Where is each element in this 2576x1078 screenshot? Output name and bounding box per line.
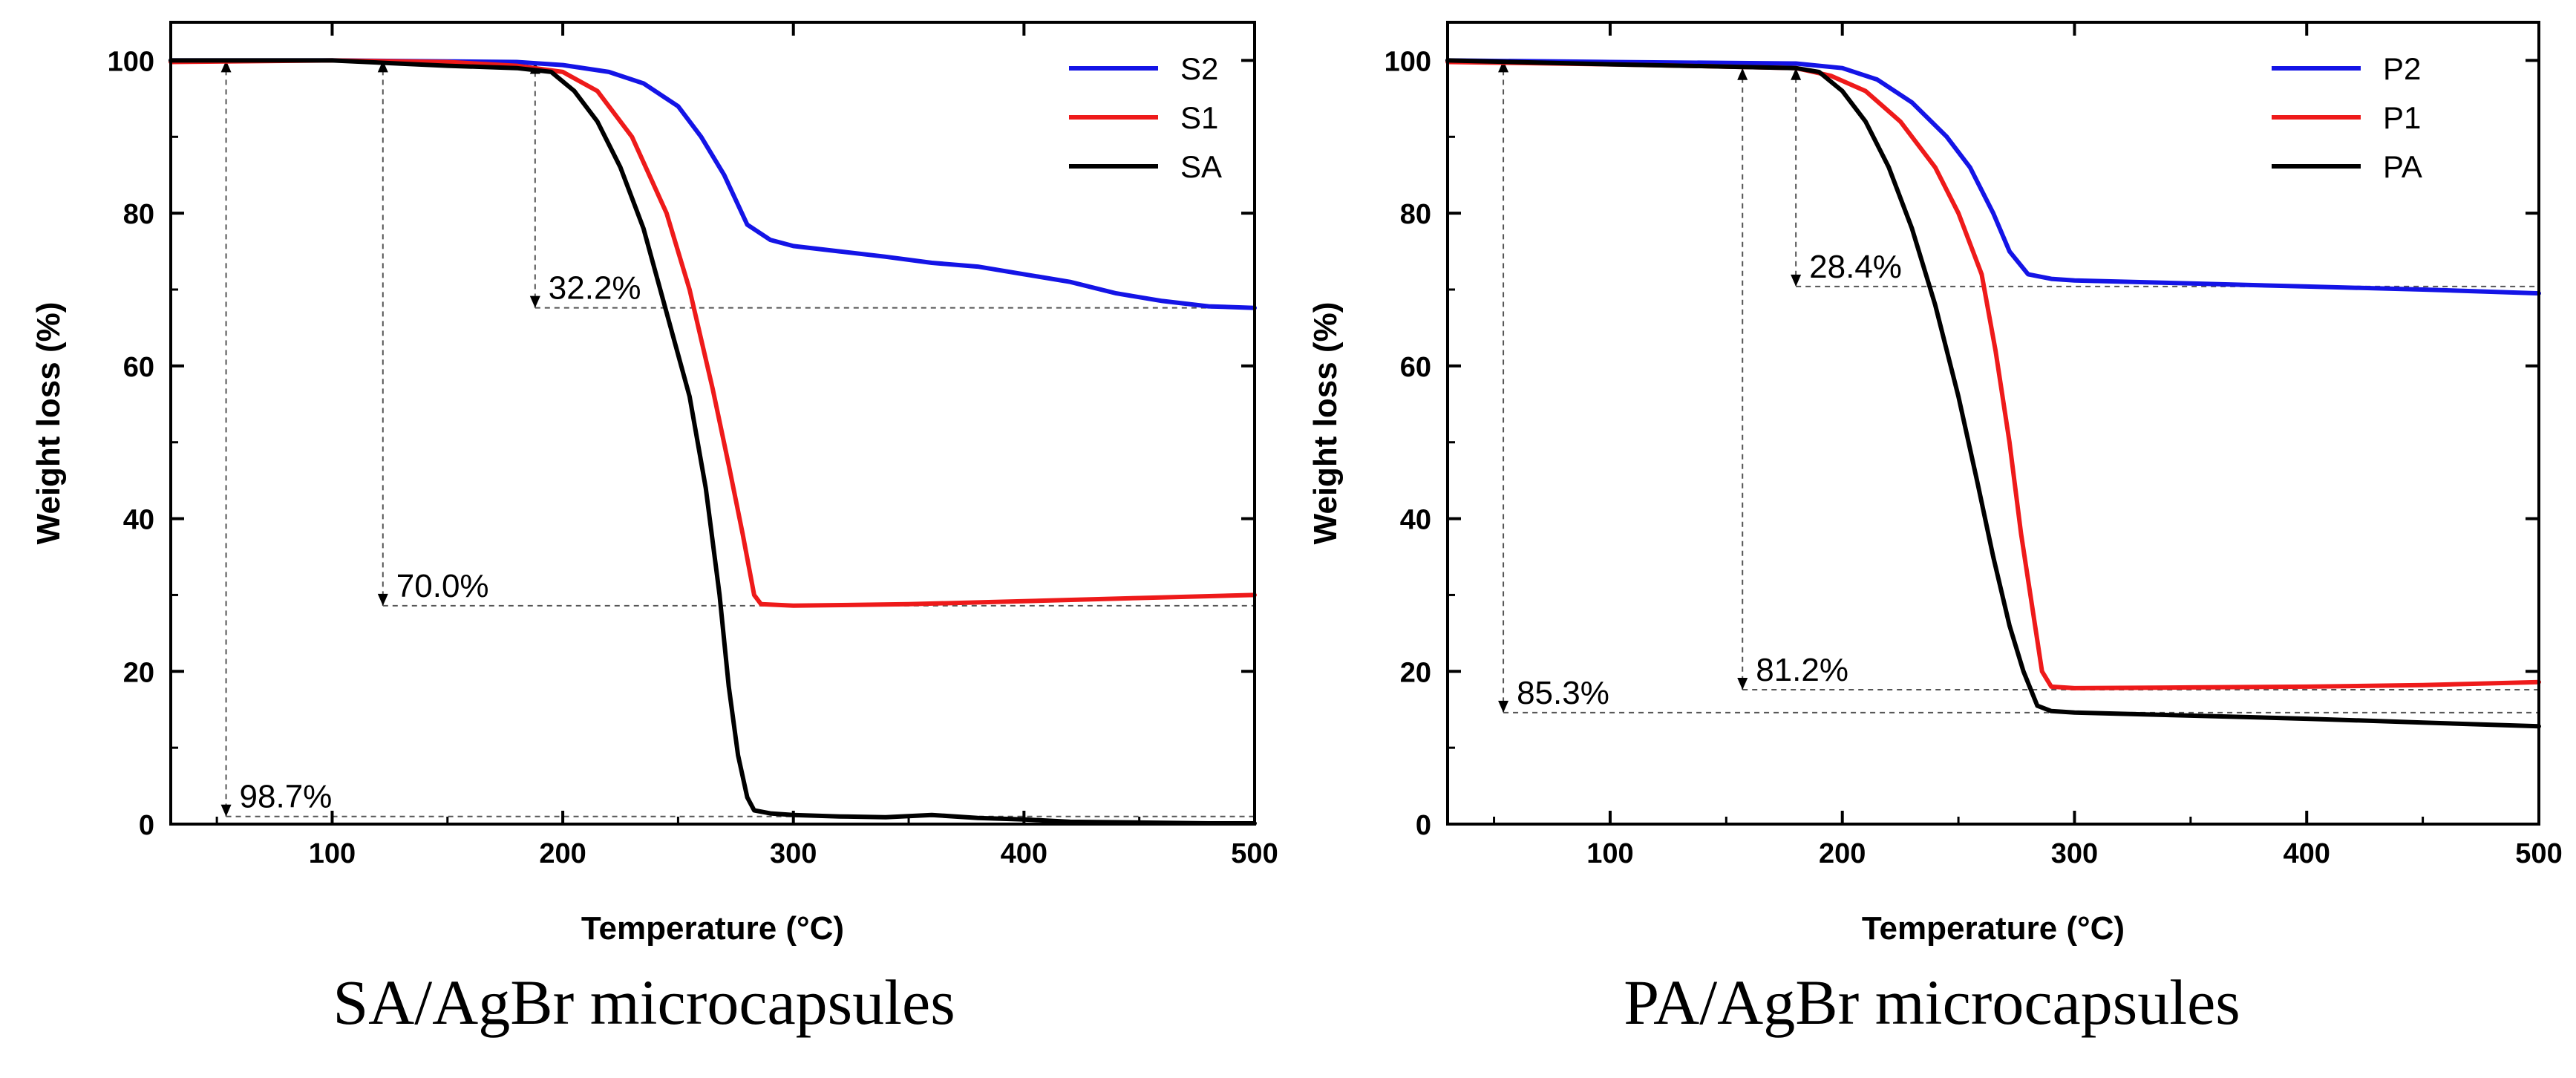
panel1-arrow-down-icon	[529, 295, 540, 308]
panel2-y-tick-label: 20	[1400, 657, 1431, 688]
panel2-y-tick-label: 40	[1400, 505, 1431, 536]
panel1-x-axis-title: Temperature (°C)	[581, 910, 844, 947]
panel1-legend-label-s2: S2	[1180, 51, 1218, 86]
panel2-legend-label-p1: P1	[2383, 100, 2421, 135]
panel1-x-tick-label: 200	[539, 838, 586, 869]
panel2-legend-label-p2: P2	[2383, 51, 2421, 86]
panel2-x-tick-label: 100	[1586, 838, 1633, 869]
panel1-y-tick-label: 20	[123, 657, 154, 688]
panel2-x-tick-label: 500	[2515, 838, 2562, 869]
panel1-x-tick-label: 500	[1231, 838, 1278, 869]
panel2-y-tick-label: 80	[1400, 199, 1431, 230]
panel2-series-line-p1	[1445, 59, 2541, 690]
panel2-x-axis-title: Temperature (°C)	[1862, 910, 2125, 947]
panel1-arrow-down-icon	[220, 804, 232, 817]
panel2-series-line-p2	[1445, 58, 2541, 296]
panel1-arrow-up-icon	[220, 60, 232, 73]
panel1-x-tick-label: 100	[309, 838, 356, 869]
panel2-legend-label-pa: PA	[2383, 149, 2422, 184]
panel2-x-tick-label: 200	[1819, 838, 1866, 869]
panel2-x-tick-label: 400	[2284, 838, 2330, 869]
panel2-annotation-label: 81.2%	[1756, 652, 1848, 688]
panel2-y-tick-label: 0	[1416, 810, 1431, 841]
panel1-legend-label-s1: S1	[1180, 100, 1218, 135]
left-panel-title: SA/AgBr microcapsules	[333, 967, 955, 1038]
panel2-annotation-label: 85.3%	[1517, 675, 1609, 711]
panel2-arrow-down-icon	[1737, 677, 1748, 690]
panel1-y-tick-label: 80	[123, 199, 154, 230]
panel1-x-tick-label: 400	[1001, 838, 1047, 869]
panel1-arrow-up-icon	[377, 60, 388, 73]
panel1-x-tick-label: 300	[770, 838, 817, 869]
panel1-annotation-label: 98.7%	[240, 779, 333, 815]
panel1-plot-frame	[169, 21, 1256, 826]
panel2-y-tick-label: 100	[1385, 46, 1431, 77]
panel2-arrow-up-icon	[1791, 68, 1802, 80]
panel1-y-axis-title: Weight loss (%)	[30, 302, 67, 545]
panel1-y-tick-label: 100	[108, 46, 154, 77]
panel1-annotation-label: 70.0%	[396, 568, 489, 604]
panel2-y-tick-label: 60	[1400, 352, 1431, 383]
panel2-plot-frame	[1446, 21, 2540, 826]
panel1-series-line-sa	[169, 58, 1257, 826]
panel2-arrow-up-icon	[1737, 68, 1748, 80]
panel2-y-axis-title: Weight loss (%)	[1307, 302, 1344, 545]
panel1-series-line-s2	[169, 58, 1257, 310]
panel2-annotation-label: 28.4%	[1809, 249, 1902, 285]
panel1-legend-label-sa: SA	[1180, 149, 1222, 184]
panel1-y-tick-label: 40	[123, 505, 154, 536]
panel1-annotation-label: 32.2%	[549, 270, 641, 307]
panel2-arrow-down-icon	[1498, 700, 1509, 713]
panel2-arrow-up-icon	[1498, 60, 1509, 73]
panel1-y-tick-label: 0	[139, 810, 154, 841]
panel2-x-tick-label: 300	[2051, 838, 2098, 869]
panel1-arrow-down-icon	[377, 593, 388, 606]
panel2-arrow-down-icon	[1791, 274, 1802, 287]
panel1-y-tick-label: 60	[123, 352, 154, 383]
right-panel-title: PA/AgBr microcapsules	[1624, 967, 2240, 1038]
panel2-series-line-pa	[1445, 58, 2541, 729]
panel1-series-line-s1	[169, 58, 1257, 608]
